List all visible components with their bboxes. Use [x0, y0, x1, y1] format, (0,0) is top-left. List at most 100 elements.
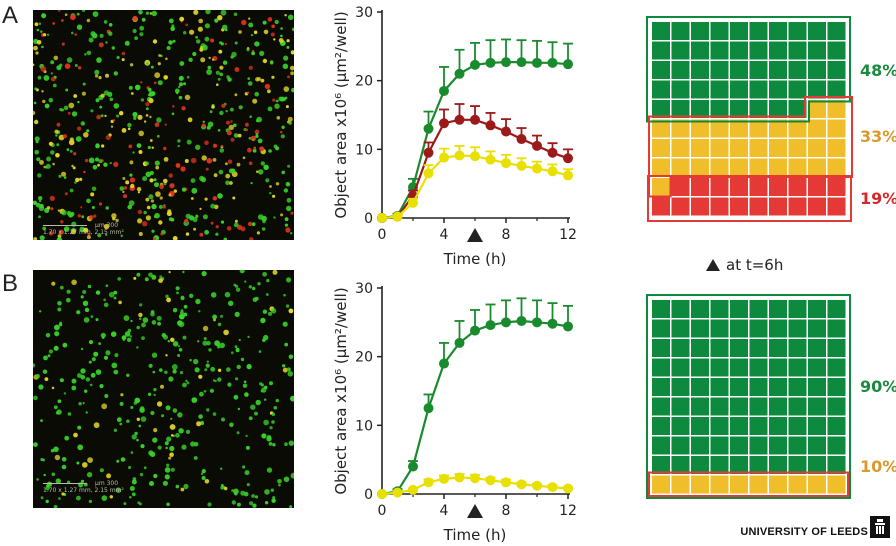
- cell-dot: [44, 377, 49, 381]
- cell-dot: [207, 65, 212, 70]
- cell-dot: [235, 284, 238, 288]
- cell-dot: [89, 383, 93, 387]
- cell-dot: [283, 86, 290, 92]
- cell-dot: [128, 200, 135, 207]
- waffle-cell: [769, 41, 787, 60]
- cell-dot: [288, 440, 294, 446]
- cell-dot: [240, 357, 245, 362]
- cell-dot: [274, 19, 279, 25]
- cell-dot: [148, 194, 154, 200]
- cell-dot: [50, 72, 53, 75]
- cell-dot: [86, 129, 90, 133]
- cell-dot: [203, 390, 207, 393]
- waffle-cell: [827, 80, 846, 99]
- axes: 0 10 20 30 0 4 8 12 Time (h) Object area x10⁶ (µm…: [332, 281, 577, 544]
- cell-dot: [232, 196, 236, 200]
- cell-dot: [134, 84, 141, 91]
- cell-dot: [33, 237, 38, 240]
- cell-dot: [210, 38, 215, 43]
- cell-dot: [244, 470, 250, 476]
- cell-dot: [201, 155, 207, 161]
- cell-dot: [227, 382, 232, 387]
- waffle-cell: [749, 61, 768, 79]
- cell-dot: [202, 214, 208, 220]
- waffle-cell: [749, 475, 768, 494]
- cell-dot: [121, 128, 127, 133]
- cell-dot: [285, 181, 291, 187]
- waffle-cell: [691, 436, 709, 455]
- data-point: [563, 153, 573, 164]
- cell-dot: [83, 317, 90, 323]
- cell-dot: [291, 87, 294, 93]
- cell-dot: [212, 158, 217, 162]
- cell-dot: [242, 465, 246, 469]
- cell-dot: [57, 301, 62, 306]
- cell-dot: [282, 367, 288, 373]
- cell-dot: [180, 166, 186, 172]
- x-axis-label: Time (h): [443, 250, 507, 268]
- cell-dot: [248, 17, 251, 20]
- waffle-cell: [769, 22, 787, 40]
- x-tick-label: 0: [378, 503, 387, 519]
- cell-dot: [283, 188, 289, 193]
- waffle-cell: [788, 61, 807, 79]
- cell-dot: [145, 197, 150, 202]
- cell-dot: [213, 173, 218, 178]
- cell-dot: [95, 98, 100, 103]
- waffle-cell: [769, 178, 787, 196]
- data-point: [439, 152, 449, 163]
- waffle-cell: [808, 436, 826, 455]
- cell-dot: [264, 489, 270, 495]
- waffle-cell: [710, 358, 729, 377]
- waffle-cell: [827, 61, 846, 79]
- waffle-cell: [730, 417, 748, 435]
- cell-dot: [53, 55, 59, 61]
- cell-dot: [200, 472, 204, 475]
- data-point: [408, 197, 418, 208]
- waffle-cell: [730, 100, 748, 118]
- waffle-cell: [788, 158, 807, 177]
- waffle-cell: [769, 300, 787, 318]
- cell-dot: [136, 417, 140, 421]
- cell-dot: [278, 96, 283, 102]
- cell-dot: [171, 364, 178, 370]
- cell-dot: [144, 277, 149, 282]
- cell-dot: [234, 67, 240, 72]
- waffle-cell: [671, 456, 690, 474]
- waffle-cell: [749, 80, 768, 99]
- cell-dot: [181, 106, 186, 111]
- cell-dot: [34, 119, 39, 125]
- cell-dot: [150, 65, 154, 69]
- cell-dot: [273, 216, 276, 219]
- cell-dot: [247, 335, 250, 338]
- cell-dot: [213, 143, 217, 148]
- cell-dot: [271, 24, 275, 29]
- red-pct-label: 19%: [860, 189, 896, 208]
- data-point: [501, 126, 511, 137]
- cell-dot: [126, 419, 130, 423]
- cell-dot: [139, 25, 145, 31]
- cell-dot: [140, 81, 143, 84]
- cell-dot: [272, 496, 276, 500]
- cell-dot: [254, 495, 259, 499]
- x-tick-label: 4: [440, 227, 449, 243]
- cell-dot: [141, 336, 145, 340]
- cell-dot: [111, 213, 117, 219]
- data-point: [532, 317, 542, 328]
- cell-dot: [105, 73, 109, 78]
- waffle-cell: [769, 119, 787, 138]
- cell-dot: [277, 479, 282, 484]
- waffle-cell: [788, 417, 807, 435]
- micrograph-a: µm 300 1.70 x 1.27 mm, 2.15 mm²: [33, 10, 294, 240]
- cell-dot: [217, 193, 223, 199]
- cell-dot: [36, 157, 41, 162]
- cell-dot: [52, 83, 57, 88]
- cell-dot: [77, 425, 82, 430]
- waffle-cell: [827, 417, 846, 435]
- cell-dot: [263, 419, 269, 426]
- cell-dot: [140, 416, 147, 422]
- cell-dot: [97, 233, 102, 238]
- cell-dot: [271, 412, 276, 417]
- cell-dot: [210, 366, 216, 372]
- cell-dot: [147, 87, 152, 92]
